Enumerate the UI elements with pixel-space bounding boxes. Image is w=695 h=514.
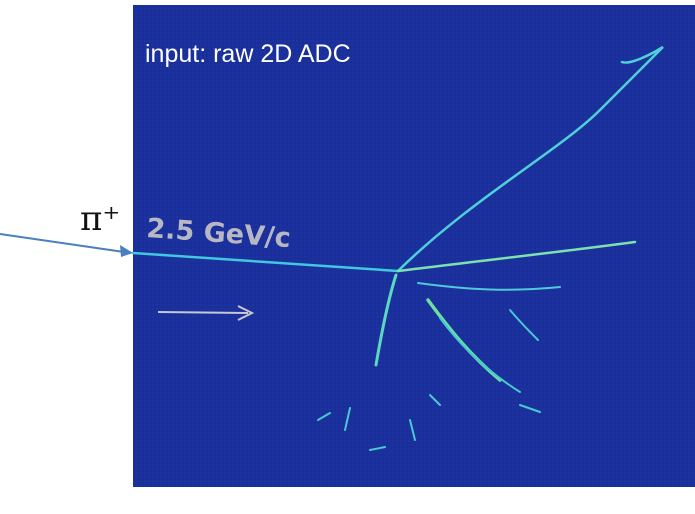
page: input: raw 2D ADC π⁺ 2.5 GeV/c bbox=[0, 0, 695, 514]
caption: input: raw 2D ADC bbox=[145, 40, 351, 68]
event-display: input: raw 2D ADC π⁺ 2.5 GeV/c bbox=[0, 0, 695, 514]
particle-label: π⁺ bbox=[80, 199, 120, 239]
